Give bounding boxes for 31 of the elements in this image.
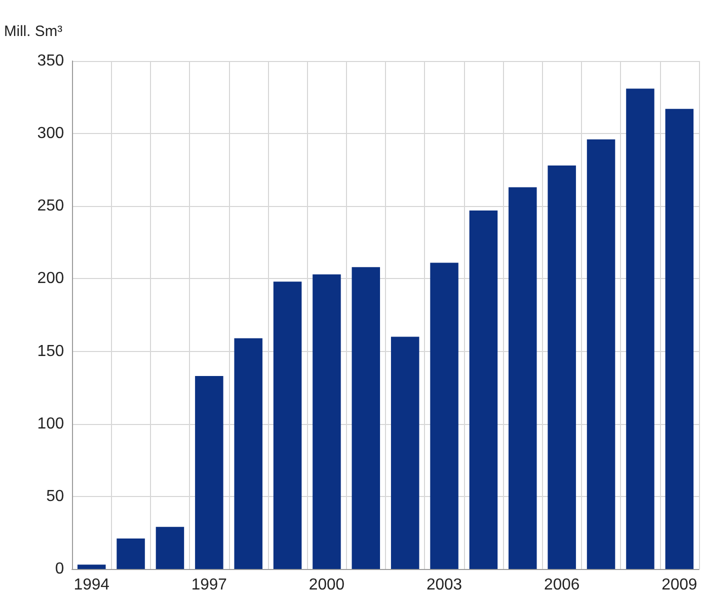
bar <box>390 336 420 569</box>
x-tick-label: 2009 <box>662 576 698 594</box>
bar <box>626 88 654 569</box>
bar <box>665 108 694 569</box>
bar <box>156 526 184 569</box>
y-tick-label: 300 <box>37 125 64 142</box>
bar <box>469 210 498 569</box>
bar <box>234 338 262 569</box>
x-tick-label: 2003 <box>426 576 462 594</box>
bar <box>430 262 458 569</box>
y-tick-label: 200 <box>37 270 64 288</box>
bar <box>312 274 341 569</box>
x-tick-label: 1994 <box>74 576 110 594</box>
y-tick-label: 50 <box>46 488 64 505</box>
bar <box>77 564 106 569</box>
bar <box>352 267 380 569</box>
y-tick-label: 100 <box>37 415 64 432</box>
x-tick-label: 1997 <box>191 576 228 594</box>
bar <box>548 166 576 569</box>
y-tick-label: 0 <box>55 560 64 578</box>
x-tick-label: 2006 <box>544 576 580 594</box>
bar <box>586 139 616 569</box>
x-tick-label: 2000 <box>308 576 345 594</box>
y-axis-title: Mill. Sm³ <box>4 23 62 40</box>
y-tick-label: 250 <box>37 198 64 215</box>
bar <box>195 376 224 569</box>
bar <box>116 538 145 569</box>
y-tick-label: 150 <box>37 342 64 360</box>
y-tick-label: 350 <box>37 52 64 70</box>
bar <box>508 187 537 569</box>
bar <box>273 282 302 569</box>
